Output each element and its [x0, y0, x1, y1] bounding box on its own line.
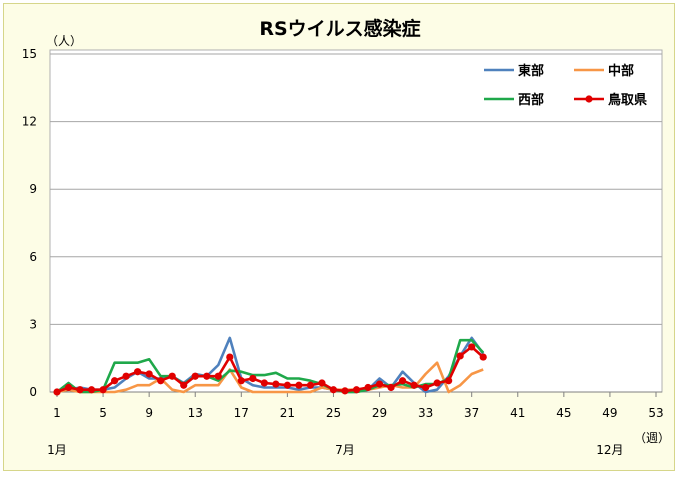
- x-tick-label: 13: [188, 406, 203, 420]
- data-point: [422, 383, 430, 392]
- data-point: [134, 368, 142, 376]
- legend-label: 西部: [518, 92, 544, 108]
- x-tick-label: 9: [145, 406, 153, 420]
- x-tick-label: 49: [602, 406, 617, 420]
- data-point: [53, 388, 61, 396]
- month-label: 1月: [47, 443, 67, 457]
- data-point: [352, 386, 361, 394]
- data-point: [191, 372, 199, 380]
- x-tick-label: 41: [510, 406, 525, 420]
- x-tick-label: 37: [464, 406, 479, 420]
- month-label: 7月: [335, 443, 355, 457]
- data-point: [168, 372, 176, 380]
- x-tick-label: 29: [372, 406, 387, 420]
- data-point: [387, 383, 395, 392]
- x-tick-label: 17: [234, 406, 249, 420]
- data-point: [306, 381, 315, 389]
- data-point: [64, 383, 73, 392]
- y-tick-label: 9: [29, 182, 37, 196]
- data-point: [295, 381, 303, 389]
- data-point: [203, 372, 211, 380]
- y-tick-label: 3: [29, 317, 37, 331]
- data-point: [398, 377, 407, 385]
- data-point: [468, 343, 476, 351]
- x-tick-label: 1: [53, 406, 61, 420]
- data-point: [180, 381, 188, 389]
- y-tick-label: 0: [29, 385, 37, 399]
- data-point: [260, 379, 268, 387]
- data-point: [410, 381, 418, 389]
- y-unit-label: （人）: [46, 34, 82, 48]
- x-tick-label: 5: [99, 406, 107, 420]
- data-point: [456, 352, 464, 360]
- legend-marker: [585, 95, 593, 103]
- data-point: [364, 383, 372, 392]
- data-point: [283, 381, 291, 389]
- y-tick-label: 12: [22, 115, 37, 129]
- data-point: [226, 353, 234, 361]
- grid: [50, 53, 662, 325]
- chart-title: RSウイルス感染症: [259, 17, 420, 40]
- plot-area: [49, 49, 663, 393]
- month-label: 12月: [596, 443, 623, 457]
- data-point: [214, 372, 222, 380]
- data-point: [341, 387, 349, 395]
- data-point: [433, 379, 441, 387]
- data-point: [122, 372, 130, 380]
- data-point: [445, 377, 453, 385]
- series-lines: [53, 336, 487, 396]
- data-point: [99, 386, 107, 394]
- legend-label: 東部: [518, 63, 544, 79]
- x-tick-label: 21: [280, 406, 295, 420]
- x-tick-label: 45: [556, 406, 571, 420]
- y-tick-label: 6: [29, 250, 37, 264]
- x-tick-label: 53: [648, 406, 663, 420]
- data-point: [479, 353, 487, 361]
- data-point: [375, 380, 384, 388]
- data-point: [249, 374, 257, 383]
- data-point: [157, 377, 165, 385]
- x-tick-label: 33: [418, 406, 433, 420]
- x-tick-label: 25: [326, 406, 341, 420]
- data-point: [318, 379, 326, 387]
- x-unit-label: （週）: [634, 431, 670, 445]
- data-point: [237, 377, 245, 385]
- chart-frame: RSウイルス感染症 （人） （週） 0 3 6 9 12 15 1 5 9 13 17 21 25 29 3…: [3, 3, 675, 471]
- y-tick-label: 15: [22, 47, 37, 61]
- data-point: [329, 386, 338, 394]
- data-point: [87, 386, 96, 394]
- data-point: [110, 377, 119, 385]
- data-point: [272, 380, 280, 388]
- legend-label: 鳥取県: [608, 92, 647, 108]
- data-point: [76, 386, 84, 394]
- data-point: [145, 370, 153, 378]
- legend-label: 中部: [608, 63, 634, 79]
